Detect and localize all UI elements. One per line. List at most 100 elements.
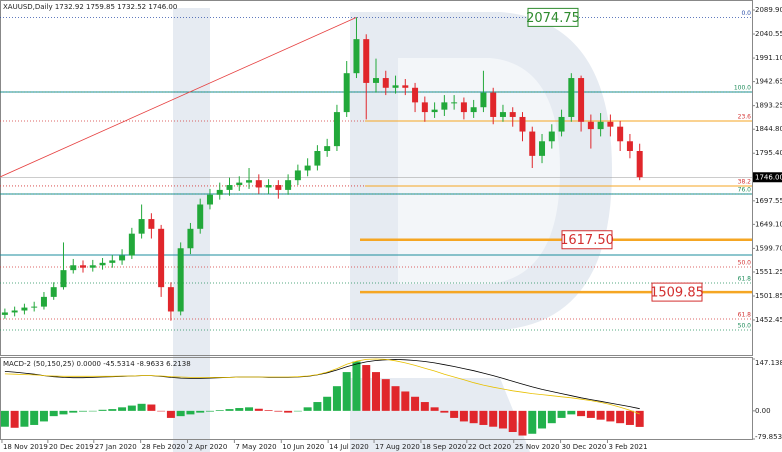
x-tick-label: 25 Nov 2020	[515, 443, 560, 451]
macd-bar	[225, 409, 234, 411]
candle-body	[490, 92, 497, 117]
candle-body	[597, 121, 604, 130]
macd-bar	[372, 372, 380, 411]
candle-body	[89, 265, 96, 268]
candle-body	[548, 131, 555, 142]
fib-label: 0.0	[741, 10, 751, 17]
y-tick-label: 1649.10	[755, 220, 782, 228]
x-tick-label: 14 Jul 2020	[329, 443, 369, 451]
x-tick-label: 20 Dec 2019	[49, 443, 94, 451]
macd-bar	[577, 410, 586, 417]
candle-body	[314, 150, 321, 166]
macd-bar	[528, 410, 537, 434]
candle-body	[60, 270, 67, 288]
candle-body	[40, 296, 47, 307]
macd-bar	[450, 410, 459, 418]
x-tick-label: 18 Nov 2019	[3, 443, 48, 451]
macd-bar	[508, 410, 517, 433]
candle-body	[246, 180, 253, 183]
macd-title: MACD-2 (50,150,25) 0.0000 -45.5314 -8.96…	[3, 360, 191, 368]
candle-body	[109, 260, 116, 263]
y-tick-label: 1551.25	[755, 268, 782, 276]
candle-body	[607, 121, 614, 127]
price-box	[561, 230, 613, 250]
candle-body	[412, 87, 419, 103]
candle-body	[50, 287, 57, 297]
current-price-label: 1746.00	[755, 173, 782, 181]
macd-bar	[186, 410, 195, 415]
candle-body	[441, 102, 448, 110]
macd-frame	[0, 357, 753, 440]
x-tick-label: 2 Apr 2020	[189, 443, 228, 451]
candle-body	[626, 141, 633, 151]
macd-bar	[235, 408, 244, 411]
macd-bar	[547, 410, 556, 424]
main-frame	[0, 0, 753, 356]
candle-body	[402, 85, 409, 88]
watermark-d-inner	[398, 58, 560, 284]
y-tick-label: 1844.80	[755, 125, 782, 133]
macd-line	[4, 358, 640, 410]
macd-bar	[489, 410, 498, 427]
macd-bar	[430, 407, 439, 411]
macd-bar	[10, 410, 19, 428]
candle-body	[148, 219, 155, 229]
x-tick-label: 17 Aug 2020	[375, 443, 420, 451]
macd-bar	[538, 410, 547, 429]
candle-body	[197, 204, 204, 229]
macd-bar	[342, 372, 351, 411]
macd-bar	[332, 386, 341, 411]
fib-label: 61.8	[738, 311, 752, 318]
candle-body	[294, 170, 301, 181]
candle-body	[499, 112, 506, 117]
macd-bar	[157, 410, 166, 412]
macd-bar	[166, 410, 175, 418]
candle-body	[177, 248, 184, 312]
price-box	[527, 7, 579, 27]
macd-bar	[176, 410, 185, 417]
candle-body	[31, 306, 38, 308]
candle-body	[587, 121, 594, 130]
macd-bar	[79, 410, 88, 412]
macd-bar	[205, 410, 214, 412]
current-price-box	[753, 172, 782, 183]
candle-body	[1, 312, 8, 315]
candle-body	[158, 228, 165, 288]
macd-bar	[459, 410, 468, 422]
macd-bar	[352, 361, 361, 411]
candle-body	[617, 126, 624, 142]
candle-body	[529, 131, 536, 156]
y-tick-label: 1795.40	[755, 149, 782, 157]
fib-label: 61.8	[738, 275, 752, 282]
candle-body	[460, 102, 467, 113]
candle-body	[226, 185, 233, 190]
candle-body	[373, 78, 379, 83]
macd-bar	[567, 410, 576, 415]
macd-line	[4, 358, 640, 415]
macd-bar	[20, 410, 29, 427]
candle-body	[451, 102, 458, 104]
candle-body	[119, 255, 126, 261]
macd-bar	[557, 410, 566, 418]
macd-bar	[323, 396, 332, 411]
macd-bar	[245, 407, 254, 411]
fib-label: 50.0	[738, 323, 752, 330]
macd-bar	[284, 410, 293, 413]
fib-label: 38.2	[738, 178, 752, 185]
candle-body	[187, 228, 194, 249]
candle-body	[333, 112, 340, 147]
chart-title: XAUUSD,Daily 1732.92 1759.85 1732.52 174…	[3, 3, 177, 11]
macd-bar	[118, 407, 127, 411]
trend-line	[0, 17, 357, 178]
macd-bar	[518, 410, 527, 436]
macd-bar	[420, 402, 429, 411]
macd-bar	[293, 410, 302, 412]
macd-bar	[215, 410, 224, 411]
y-tick-label: 1599.70	[755, 244, 782, 252]
candle-body	[470, 107, 477, 113]
x-tick-label: 7 May 2020	[235, 443, 276, 451]
candle-body	[558, 116, 565, 132]
macd-bar	[440, 410, 449, 413]
x-tick-label: 30 Dec 2020	[562, 443, 607, 451]
candle-body	[11, 310, 18, 313]
